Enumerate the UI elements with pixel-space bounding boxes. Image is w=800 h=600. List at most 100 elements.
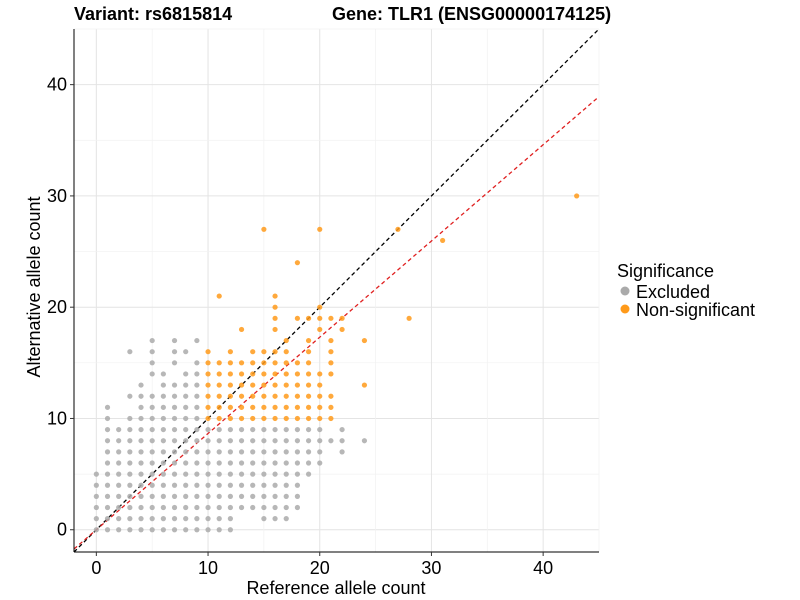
data-point	[238, 371, 245, 377]
data-point	[194, 371, 200, 377]
data-point	[238, 438, 245, 444]
data-point	[216, 415, 222, 422]
data-point	[104, 516, 111, 522]
data-point	[294, 460, 301, 466]
data-point	[127, 393, 133, 399]
data-point	[127, 438, 133, 444]
data-point	[294, 493, 301, 499]
data-point	[149, 471, 155, 477]
data-point	[104, 449, 111, 455]
data-point	[272, 482, 278, 488]
data-point	[238, 382, 245, 388]
data-point	[283, 438, 289, 444]
data-point	[216, 493, 222, 499]
data-point	[127, 471, 133, 477]
data-point	[216, 371, 222, 377]
data-point	[194, 471, 200, 477]
data-point	[138, 516, 144, 522]
data-point	[361, 438, 368, 444]
data-point	[216, 404, 222, 410]
y-tick-label: 10	[47, 408, 67, 428]
data-point	[238, 482, 245, 488]
data-point	[328, 393, 334, 399]
data-point	[250, 449, 256, 455]
data-point	[93, 482, 99, 488]
data-point	[160, 415, 166, 422]
data-point	[283, 471, 289, 477]
data-point	[339, 326, 345, 333]
data-point	[183, 482, 189, 488]
data-point	[250, 460, 256, 466]
data-point	[160, 482, 166, 488]
data-point	[272, 304, 278, 310]
data-point	[104, 415, 111, 422]
legend: Significance Excluded Non-significant	[617, 261, 755, 320]
data-point	[149, 404, 155, 410]
data-point	[183, 516, 189, 522]
data-point	[116, 426, 122, 433]
data-point	[328, 404, 334, 410]
data-point	[250, 360, 256, 366]
data-point	[127, 449, 133, 455]
data-point	[238, 460, 245, 466]
data-point	[227, 404, 233, 410]
data-point	[138, 393, 144, 399]
data-point	[127, 482, 133, 488]
data-point	[238, 471, 245, 477]
data-point	[194, 482, 200, 488]
data-point	[227, 393, 233, 399]
y-tick-label: 30	[47, 186, 67, 206]
data-point	[205, 393, 211, 399]
data-point	[250, 482, 256, 488]
data-point	[328, 360, 334, 366]
data-point	[339, 426, 345, 433]
data-point	[171, 482, 178, 488]
data-point	[183, 460, 189, 466]
data-point	[227, 493, 233, 499]
data-point	[305, 404, 312, 410]
data-point	[250, 471, 256, 477]
data-point	[216, 527, 222, 533]
data-point	[160, 460, 166, 466]
data-point	[250, 504, 256, 511]
data-point	[261, 438, 267, 444]
y-tick-label: 0	[57, 520, 67, 540]
data-point	[283, 337, 289, 344]
data-point	[250, 404, 256, 410]
data-point	[317, 415, 323, 422]
data-point	[339, 449, 345, 455]
data-point	[194, 460, 200, 466]
data-point	[104, 460, 111, 466]
data-point	[160, 449, 166, 455]
data-point	[328, 438, 334, 444]
data-point	[171, 449, 178, 455]
data-point	[93, 471, 99, 477]
data-point	[261, 382, 267, 388]
data-point	[261, 371, 267, 377]
data-point	[194, 393, 200, 399]
data-point	[160, 426, 166, 433]
data-point	[272, 471, 278, 477]
data-point	[149, 415, 155, 422]
data-point	[104, 482, 111, 488]
data-point	[238, 360, 245, 366]
data-point	[205, 516, 211, 522]
data-point	[250, 438, 256, 444]
data-point	[205, 371, 211, 377]
data-point	[305, 349, 312, 355]
data-point	[171, 460, 178, 466]
data-point	[283, 349, 289, 355]
data-point	[250, 493, 256, 499]
data-point	[171, 360, 178, 366]
data-point	[149, 438, 155, 444]
data-point	[283, 449, 289, 455]
data-point	[283, 415, 289, 422]
data-point	[104, 504, 111, 511]
data-point	[183, 504, 189, 511]
data-point	[294, 315, 301, 321]
data-point	[205, 382, 211, 388]
data-point	[171, 504, 178, 511]
data-point	[160, 404, 166, 410]
data-point	[138, 482, 144, 488]
data-point	[194, 360, 200, 366]
